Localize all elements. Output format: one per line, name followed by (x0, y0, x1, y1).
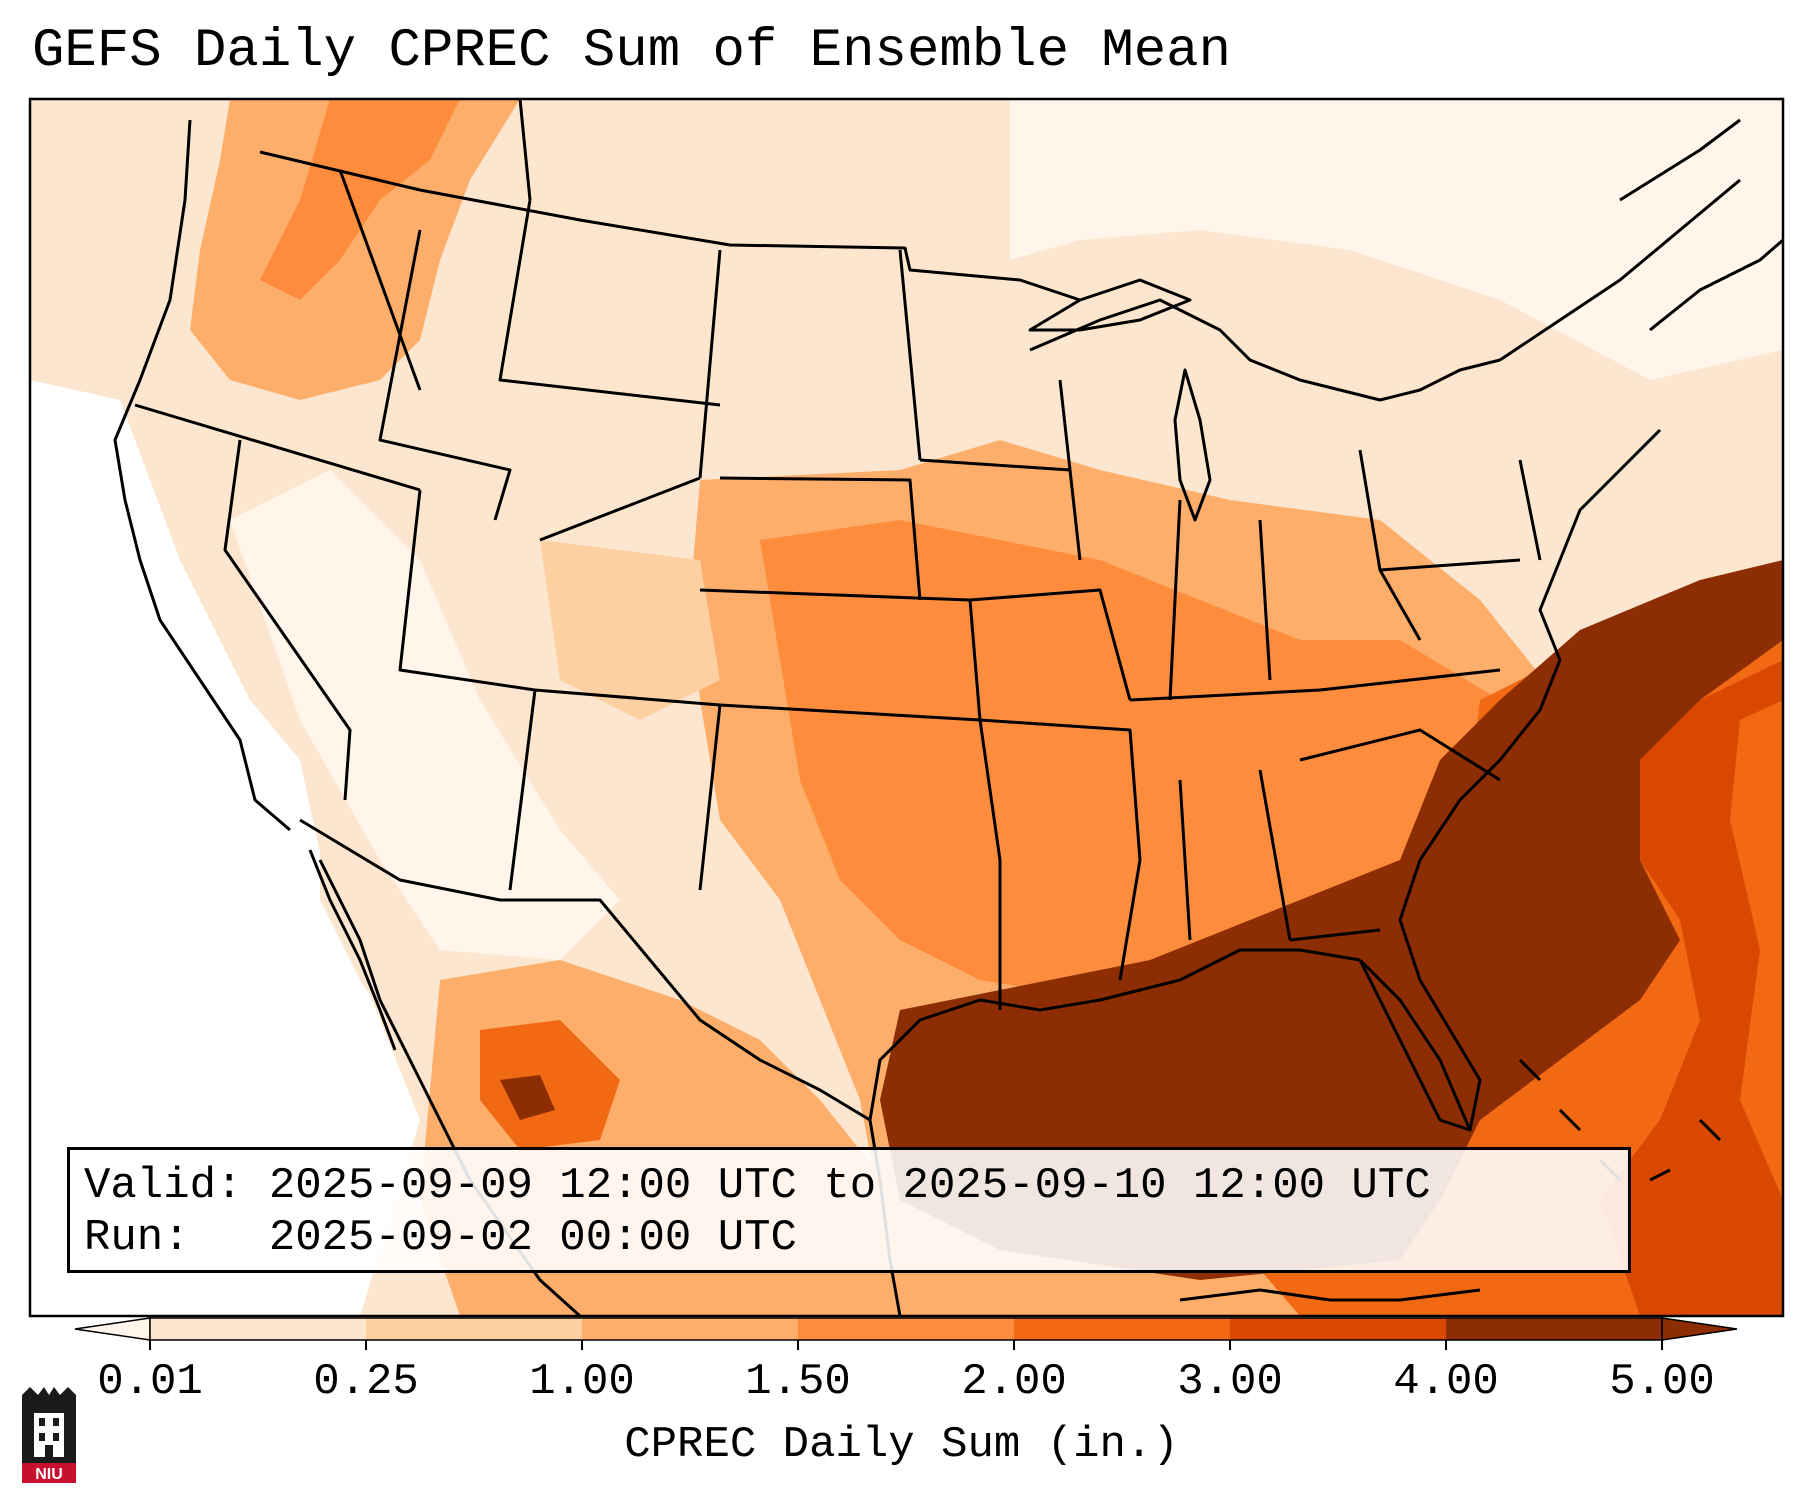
baja-california-outline (308, 849, 397, 1051)
colorbar-under-extension (74, 1317, 151, 1341)
colorbar-segment (150, 1318, 367, 1340)
map-frame (28, 97, 1785, 1318)
us-mexico-border (299, 818, 871, 1122)
precip-field (30, 99, 1783, 1316)
colorbar-tick-label: 5.00 (1609, 1357, 1715, 1407)
colorbar-over-extension (1661, 1317, 1738, 1341)
colorbar-frame (149, 1317, 1663, 1341)
colorbar-segment (798, 1318, 1015, 1340)
colorbar-tick-label: 0.01 (97, 1357, 203, 1407)
chart-title: GEFS Daily CPREC Sum of Ensemble Mean (32, 21, 1231, 82)
precip-light-nw-area (30, 99, 160, 360)
colorbar-tick-label: 1.00 (529, 1357, 635, 1407)
mexico-pacific-coastline (318, 859, 582, 1316)
colorbar-segment (1446, 1318, 1663, 1340)
niu-logo-text: NIU (35, 1466, 63, 1483)
colorbar-label: CPREC Daily Sum (in.) (624, 1420, 1179, 1470)
precip-mexico-max-area (500, 1075, 555, 1120)
cuba-outline (1179, 1288, 1481, 1302)
colorbar-segment (582, 1318, 799, 1340)
valid-value: 2025-09-09 12:00 UTC to 2025-09-10 12:00… (268, 1161, 1431, 1211)
precip-colorado-area (540, 540, 720, 720)
canada-atlantic-coastline (1619, 118, 1783, 332)
florida-outline (1358, 958, 1472, 1131)
run-label: Run: (84, 1213, 190, 1263)
colorbar-tick-label: 1.50 (745, 1357, 851, 1407)
us-west-coastline (113, 119, 291, 832)
precip-atlantic-edge-area (1730, 700, 1783, 1200)
niu-logo: NIU (22, 1387, 76, 1483)
us-east-coastline (1358, 428, 1662, 1132)
colorbar-tick-label: 4.00 (1393, 1357, 1499, 1407)
colorbar-segment (366, 1318, 583, 1340)
precip-far-north-area (1010, 99, 1783, 380)
us-canada-border (259, 150, 1081, 302)
colorbar-tick-label: 0.25 (313, 1357, 419, 1407)
precip-dry-pacific-area (30, 380, 420, 1316)
colorbar-segment (1014, 1318, 1231, 1340)
precip-nw-moderate-area (190, 99, 520, 400)
precip-pale-southwest-area (230, 470, 620, 960)
precip-nw-heavy-area (260, 99, 460, 300)
valid-label: Valid: (84, 1161, 243, 1211)
hudson-st-lawrence-outline (1499, 178, 1741, 362)
precip-northern-plains-area (520, 99, 1010, 470)
precip-new-england-area (1300, 300, 1650, 520)
validity-info-box: Valid: 2025-09-09 12:00 UTC to 2025-09-1… (67, 1147, 1631, 1273)
run-value: 2025-09-02 00:00 UTC (268, 1213, 797, 1263)
colorbar (74, 1317, 1738, 1350)
precip-mexico-heavy-area (480, 1020, 620, 1150)
state-borders (134, 99, 1542, 1010)
great-lakes-outline (1029, 298, 1501, 402)
precip-gulf-atlantic-max-area (880, 560, 1783, 1280)
lake-michigan-outline (1173, 368, 1212, 522)
us-gulf-coastline (868, 948, 1361, 1181)
colorbar-tick-label: 2.00 (961, 1357, 1067, 1407)
lake-superior-outline (1028, 278, 1192, 332)
colorbar-tick-label: 3.00 (1177, 1357, 1283, 1407)
colorbar-segment (1230, 1318, 1447, 1340)
precip-baja-area (320, 840, 430, 1040)
